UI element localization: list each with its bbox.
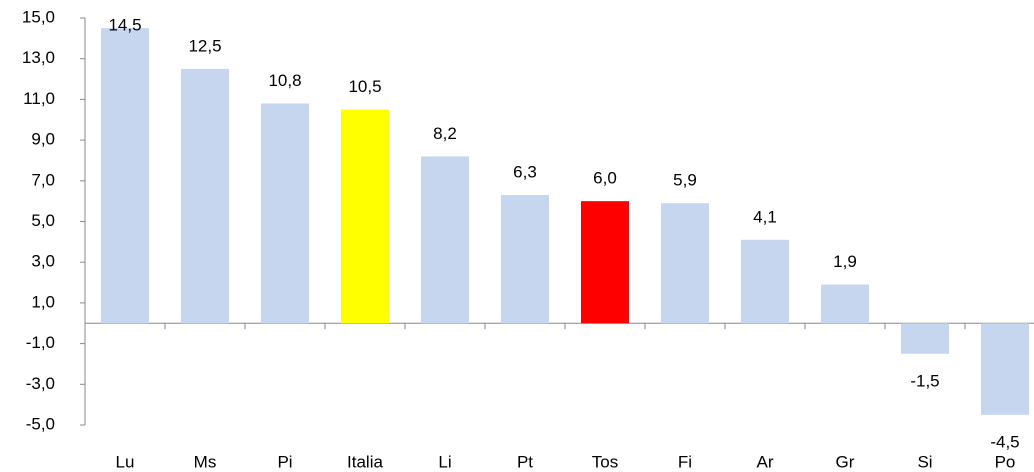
- bar: [101, 28, 149, 324]
- value-label: -1,5: [910, 371, 939, 390]
- x-tick-label: Gr: [836, 452, 855, 471]
- x-tick-label: Si: [917, 452, 932, 471]
- value-label: 10,5: [348, 77, 381, 96]
- bar: [901, 323, 949, 354]
- bar: [421, 156, 469, 324]
- y-tick-label: 3,0: [31, 252, 55, 271]
- y-tick-label: 7,0: [31, 170, 55, 189]
- value-label: 6,0: [593, 169, 617, 188]
- value-label: -4,5: [990, 432, 1019, 451]
- x-tick-label: Pi: [277, 452, 292, 471]
- bar: [741, 239, 789, 324]
- y-tick-label: -5,0: [26, 414, 55, 433]
- value-label: 14,5: [108, 15, 141, 34]
- x-tick-label: Fi: [678, 452, 692, 471]
- bar: [581, 201, 629, 324]
- y-tick-label: -1,0: [26, 333, 55, 352]
- bar: [181, 68, 229, 324]
- y-tick-label: -3,0: [26, 374, 55, 393]
- bar: [821, 284, 869, 324]
- x-tick-label: Li: [438, 452, 451, 471]
- x-tick-label: Pt: [517, 452, 533, 471]
- y-tick-label: 15,0: [22, 7, 55, 26]
- value-label: 12,5: [188, 36, 221, 55]
- value-label: 10,8: [268, 71, 301, 90]
- value-label: 5,9: [673, 171, 697, 190]
- y-tick-label: 1,0: [31, 292, 55, 311]
- y-tick-label: 13,0: [22, 48, 55, 67]
- value-label: 6,3: [513, 163, 537, 182]
- y-tick-label: 5,0: [31, 211, 55, 230]
- y-tick-label: 11,0: [23, 89, 55, 108]
- y-tick-label: 9,0: [31, 130, 55, 149]
- x-tick-label: Po: [995, 452, 1016, 471]
- bar: [981, 323, 1029, 415]
- value-label: 4,1: [753, 207, 777, 226]
- value-label: 1,9: [833, 252, 857, 271]
- bar: [261, 103, 309, 324]
- bar: [501, 195, 549, 324]
- x-tick-label: Lu: [116, 452, 135, 471]
- x-tick-label: Ms: [194, 452, 217, 471]
- value-label: 8,2: [433, 124, 457, 143]
- x-tick-label: Italia: [347, 452, 383, 471]
- x-tick-label: Tos: [592, 452, 618, 471]
- bar: [661, 203, 709, 324]
- x-tick-label: Ar: [757, 452, 774, 471]
- bar: [341, 109, 389, 324]
